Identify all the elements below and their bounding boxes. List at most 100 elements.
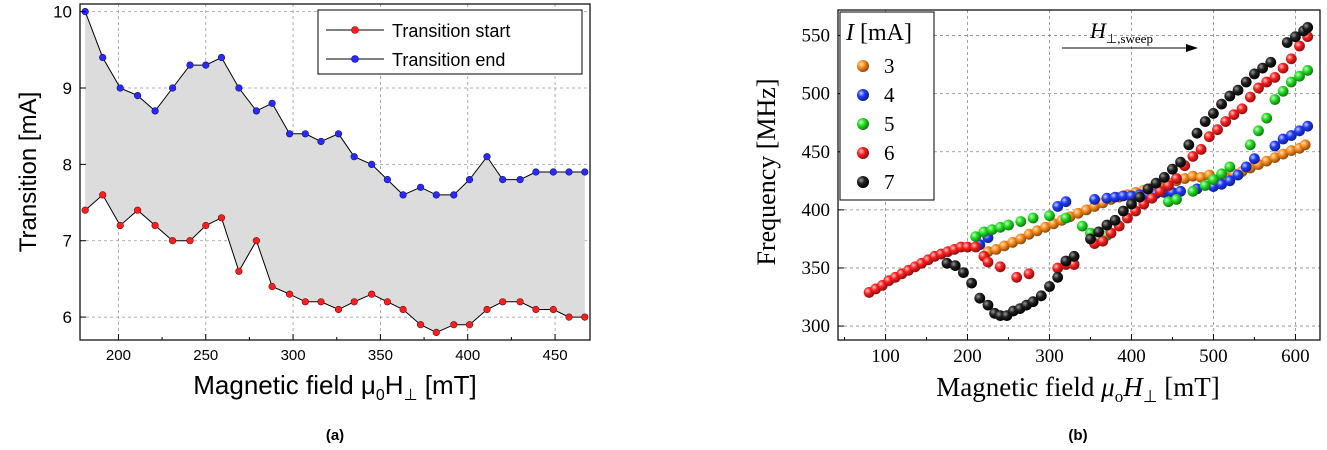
data-point-5mA [1171,194,1182,205]
data-point-4mA [1216,178,1227,190]
data-point-5mA [1216,168,1227,180]
data-point-7mA [1109,214,1121,226]
series-points-b [863,22,1314,321]
data-point-4mA [1269,140,1281,152]
data-point-5mA [1302,65,1314,76]
data-point-6mA [1146,192,1158,204]
data-point-6mA [1236,103,1248,115]
data-point-7mA [1142,183,1154,195]
x-ticks-b: 100 200 300 400 500 600 [844,334,1310,367]
data-point-7mA [1117,205,1129,217]
panel-a: 200 250 300 350 400 450 6 7 8 9 10 Transition sta… [15,3,591,444]
legend-box-b [839,11,935,201]
data-point-5mA [1285,76,1297,88]
plot-frame-b [837,9,1321,341]
data-point-3mA [999,240,1010,252]
data-point-transition-end [350,153,358,161]
data-point-5mA [1224,161,1236,173]
data-point-3mA [1072,207,1084,219]
x-tick-label: 450 [543,347,568,364]
data-point-5mA [1027,212,1039,224]
data-point-7mA [982,299,994,311]
data-point-7mA [966,277,977,289]
legend-b: I [mA] 3 4 5 6 7 [839,11,935,201]
data-point-4mA [1224,175,1236,187]
data-point-6mA [1277,62,1289,74]
legend-marker-3mA [857,60,869,72]
transition-band-fill [85,11,585,333]
data-point-5mA [1208,174,1219,186]
data-point-transition-start [450,321,458,329]
data-point-transition-start [235,267,243,275]
legend-title-b: I [mA] [845,20,912,46]
data-point-transition-start [465,321,474,329]
data-point-transition-end [383,176,392,184]
x-tick-label: 300 [281,347,306,364]
data-point-transition-end [368,160,376,168]
y-tick-label: 9 [63,79,72,98]
y-tick-label: 450 [802,142,831,163]
data-point-6mA [1228,109,1240,120]
data-point-transition-end [399,191,407,199]
y-ticks-a: 6 7 8 9 10 [53,3,86,327]
data-point-transition-end [549,168,557,176]
data-point-6mA [1269,72,1281,83]
legend-label-6mA: 6 [884,141,895,165]
data-point-6mA [1171,173,1182,184]
data-point-5mA [970,231,982,243]
data-point-7mA [1060,255,1072,267]
data-point-transition-end [301,130,309,138]
data-point-3mA [1285,145,1297,157]
data-point-4mA [1089,194,1100,205]
data-point-6mA [1105,227,1117,239]
data-point-6mA [982,256,994,268]
data-point-3mA [1048,218,1059,230]
data-point-5mA [994,221,1006,233]
legend-a: Transition start Transition end [317,9,583,75]
data-point-5mA [978,226,990,238]
data-point-7mA [1183,139,1195,151]
data-point-transition-start [565,313,573,321]
x-tick-label: 200 [953,346,982,367]
data-point-transition-start [532,305,540,314]
data-point-transition-end [252,107,260,115]
y-tick-label: 6 [63,308,72,327]
series-points-a [81,8,589,337]
panel-label-b: (b) [1068,427,1087,444]
legend-marker-6mA [857,147,869,159]
legend-label-end: Transition end [392,50,505,70]
data-point-3mA [1015,233,1027,245]
y-ticks-b: 300 350 400 450 500 550 [802,26,844,337]
data-point-transition-end [581,168,589,176]
x-tick-label: 100 [871,346,900,367]
data-point-6mA [1195,144,1207,155]
data-point-transition-end [417,183,425,191]
data-point-transition-start [581,313,589,321]
data-point-7mA [949,260,961,271]
data-point-3mA [1081,204,1092,216]
data-point-7mA [1281,37,1293,48]
data-point-transition-end [317,137,325,146]
data-point-transition-end [235,84,243,92]
y-tick-label: 400 [802,200,831,221]
sweep-arrow-head [1186,44,1198,52]
sweep-annotation-text: H⊥,sweep [1089,18,1153,46]
plot-frame-a [79,3,591,341]
data-point-7mA [1216,98,1227,110]
y-tick-label: 300 [802,316,831,337]
legend-label-5mA: 5 [884,112,895,136]
data-point-7mA [1027,296,1039,308]
data-point-5mA [986,224,998,236]
data-point-transition-end [532,168,540,176]
data-point-3mA [1299,139,1311,151]
data-point-7mA [1265,56,1277,68]
data-point-7mA [1232,84,1244,96]
legend-marker-7mA [857,176,869,188]
data-point-transition-end [483,153,491,161]
data-point-transition-end [432,191,440,199]
data-point-3mA [1007,237,1018,248]
data-point-6mA [1023,268,1035,280]
data-point-6mA [1220,116,1232,127]
data-point-6mA [1253,82,1264,94]
